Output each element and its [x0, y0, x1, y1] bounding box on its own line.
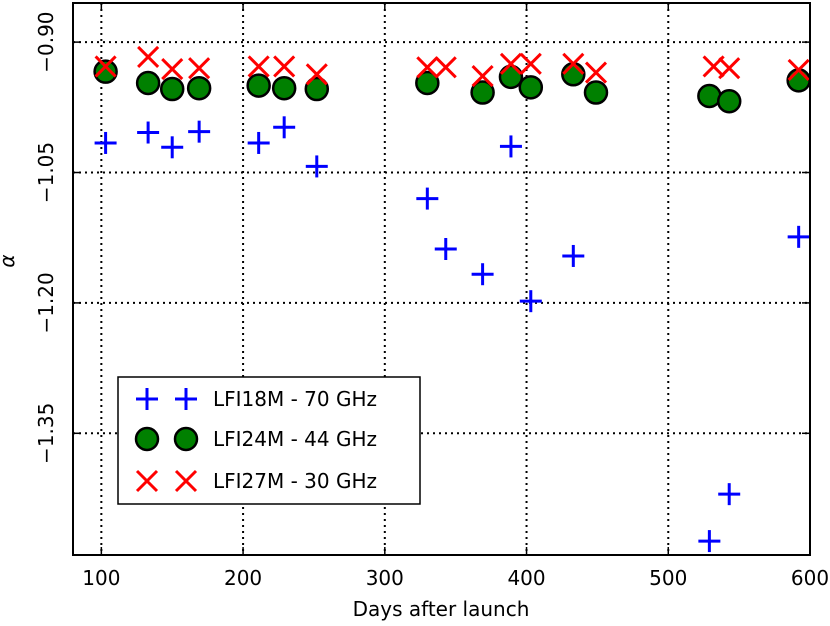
- data-point-cross-marker: [161, 58, 184, 81]
- y-tick-label: −1.05: [34, 142, 58, 203]
- x-tick-label: 100: [82, 566, 120, 590]
- data-point-plus-marker: [247, 131, 270, 154]
- data-point-cross-marker: [787, 58, 810, 81]
- data-point-cross-marker: [137, 45, 160, 68]
- x-tick-label: 300: [366, 566, 404, 590]
- data-point-circle-marker: [716, 88, 742, 114]
- data-point-plus-marker: [471, 263, 494, 286]
- data-point-circle-marker: [470, 80, 495, 105]
- legend-marker: [173, 426, 199, 452]
- data-point-circle-marker: [186, 75, 212, 101]
- data-point-plus-marker: [137, 121, 160, 144]
- data-point-cross-marker: [519, 52, 542, 75]
- data-point-cross-marker: [94, 55, 117, 78]
- data-point-circle-marker: [518, 75, 544, 100]
- data-point-cross-marker: [584, 61, 608, 84]
- data-point-circle-marker: [304, 76, 330, 102]
- data-point-cross-marker: [434, 56, 457, 79]
- data-point-plus-marker: [305, 155, 328, 178]
- data-point-cross-marker: [718, 57, 741, 80]
- data-point-plus-marker: [499, 135, 522, 158]
- data-point-plus-marker: [161, 136, 184, 159]
- data-point-plus-marker: [94, 131, 117, 154]
- x-tick-label: 400: [507, 566, 545, 590]
- data-point-cross-marker: [499, 52, 523, 75]
- legend: LFI18M - 70 GHz LFI24M - 44 GHz LFI27M - 3…: [117, 376, 421, 505]
- y-tick-label: −1.20: [34, 272, 58, 333]
- data-point-plus-marker: [416, 187, 439, 210]
- data-point-circle-marker: [583, 80, 609, 105]
- data-point-circle-marker: [246, 73, 271, 98]
- data-point-cross-marker: [305, 63, 328, 86]
- legend-marker: [175, 388, 197, 410]
- x-tick-label: 500: [649, 566, 687, 590]
- y-axis-label: α: [0, 254, 19, 267]
- marker-layer: [93, 45, 811, 553]
- data-point-plus-marker: [718, 483, 741, 506]
- data-point-plus-marker: [273, 116, 296, 139]
- x-tick-label: 200: [224, 566, 262, 590]
- legend-marker: [134, 426, 160, 452]
- data-point-plus-marker: [434, 238, 457, 261]
- data-point-circle-marker: [561, 62, 586, 87]
- data-point-circle-marker: [498, 64, 524, 90]
- data-point-cross-marker: [471, 64, 494, 88]
- tick-layer: 100 200 300 400 500 600 −0.90 −1.05 −1.20 −1.35: [34, 3, 829, 590]
- data-point-plus-marker: [519, 290, 542, 313]
- data-point-circle-marker: [415, 70, 440, 96]
- legend-marker: [135, 469, 159, 493]
- data-point-cross-marker: [273, 55, 296, 78]
- data-point-cross-marker: [247, 55, 270, 78]
- y-tick-label: −0.90: [34, 11, 58, 72]
- x-axis-label: Days after launch: [353, 597, 530, 621]
- legend-marker: [136, 388, 158, 410]
- data-point-cross-marker: [562, 52, 585, 75]
- data-point-cross-marker: [188, 57, 211, 80]
- data-point-circle-marker: [786, 68, 811, 93]
- legend-entries: LFI18M - 70 GHz LFI24M - 44 GHz LFI27M - 3…: [134, 387, 377, 493]
- legend-label: LFI18M - 70 GHz: [213, 387, 377, 411]
- data-point-circle-marker: [159, 76, 185, 102]
- data-point-cross-marker: [416, 56, 439, 79]
- data-point-plus-marker: [562, 244, 585, 267]
- legend-label: LFI27M - 30 GHz: [213, 469, 377, 493]
- x-tick-label: 600: [791, 566, 829, 590]
- legend-marker: [174, 469, 198, 493]
- data-point-circle-marker: [135, 70, 161, 96]
- data-point-circle-marker: [271, 75, 297, 101]
- plot-area-frame: [72, 2, 811, 556]
- data-point-plus-marker: [188, 120, 211, 143]
- legend-box: [117, 376, 421, 505]
- data-point-plus-marker: [698, 530, 721, 553]
- data-point-circle-marker: [93, 59, 118, 84]
- legend-label: LFI24M - 44 GHz: [213, 427, 377, 451]
- y-tick-label: −1.35: [34, 403, 58, 464]
- data-point-circle-marker: [697, 83, 722, 109]
- data-point-plus-marker: [787, 225, 810, 248]
